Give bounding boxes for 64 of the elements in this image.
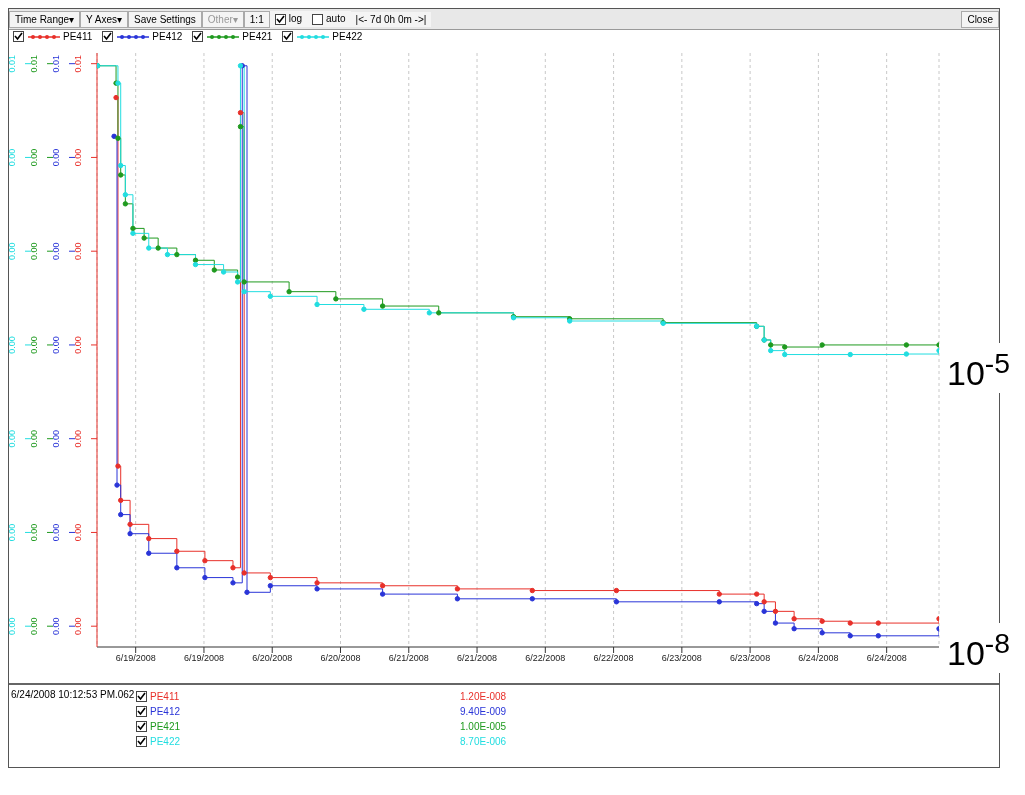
text: 0.00 xyxy=(7,336,17,354)
x-tick-label: 6/23/2008 xyxy=(661,653,702,664)
text: 1.00E-005 xyxy=(460,721,507,732)
text: 6/24/2008 10:12:53 PM.062 xyxy=(11,689,136,702)
text: 0.00 xyxy=(29,148,39,167)
text: 10$^{-8}$ xyxy=(945,623,1013,674)
text: 0.00 xyxy=(29,617,39,635)
text: 0.00 xyxy=(29,429,39,448)
y-tick-label: 0.00 xyxy=(73,148,83,167)
text: PE421 xyxy=(150,721,181,732)
text: 10$^{-5}$ xyxy=(945,343,1013,394)
y-tick-label: 0.00 xyxy=(73,336,83,354)
text: 0.00 xyxy=(7,523,17,542)
x-tick-label: 6/21/2008 xyxy=(388,653,429,664)
text: Save Settings xyxy=(128,10,202,28)
y-tick-label: 0.01 xyxy=(73,54,83,73)
text: PE411 xyxy=(150,691,180,702)
text: Y Axes▾ xyxy=(80,10,129,28)
text: PE422 xyxy=(150,736,181,747)
x-tick-label: 6/19/2008 xyxy=(115,653,156,664)
x-tick-label: 6/21/2008 xyxy=(457,653,498,664)
text: Other▾ xyxy=(201,10,244,28)
x-tick-label: 6/20/2008 xyxy=(252,653,293,664)
text: 0.01 xyxy=(29,54,39,73)
x-tick-label: 6/24/2008 xyxy=(798,653,839,664)
x-tick-label: 6/23/2008 xyxy=(730,653,771,664)
text: 8.70E-006 xyxy=(460,736,507,747)
x-tick-label: 6/24/2008 xyxy=(866,653,907,664)
text: 0.00 xyxy=(7,429,17,448)
text: 0.00 xyxy=(7,148,17,167)
text: 1.20E-008 xyxy=(460,691,507,702)
text: 0.00 xyxy=(7,242,17,260)
legend-label: PE412 xyxy=(152,31,183,42)
legend-label: PE422 xyxy=(332,31,363,42)
legend-label: PE411 xyxy=(63,31,93,42)
text: 0.00 xyxy=(51,429,61,448)
text: |<- 7d 0h 0m ->| xyxy=(350,11,432,27)
text: 0.00 xyxy=(51,336,61,354)
text: 0.00 xyxy=(7,617,17,635)
text: log xyxy=(269,11,308,27)
text: Close xyxy=(961,10,999,28)
x-tick-label: 6/22/2008 xyxy=(593,653,634,664)
text: 0.00 xyxy=(29,336,39,354)
text: PE412 xyxy=(150,706,181,717)
y-tick-label: 0.00 xyxy=(73,523,83,542)
text: 0.00 xyxy=(51,242,61,260)
text: 0.01 xyxy=(7,54,17,73)
x-tick-label: 6/22/2008 xyxy=(525,653,566,664)
x-tick-label: 6/20/2008 xyxy=(320,653,361,664)
x-tick-label: 6/19/2008 xyxy=(183,653,224,664)
y-tick-label: 0.00 xyxy=(73,242,83,260)
text: auto xyxy=(307,11,351,27)
text: 9.40E-009 xyxy=(460,706,507,717)
legend-label: PE421 xyxy=(242,31,273,42)
text: 0.00 xyxy=(51,148,61,167)
text: 0.00 xyxy=(51,523,61,542)
text: 0.00 xyxy=(29,242,39,260)
text: 0.01 xyxy=(51,54,61,73)
text: 0.00 xyxy=(29,523,39,542)
text: 1:1 xyxy=(243,10,270,28)
text: Time Range▾ xyxy=(9,10,81,28)
y-tick-label: 0.00 xyxy=(73,617,83,635)
text: 0.00 xyxy=(51,617,61,635)
y-tick-label: 0.00 xyxy=(73,429,83,448)
